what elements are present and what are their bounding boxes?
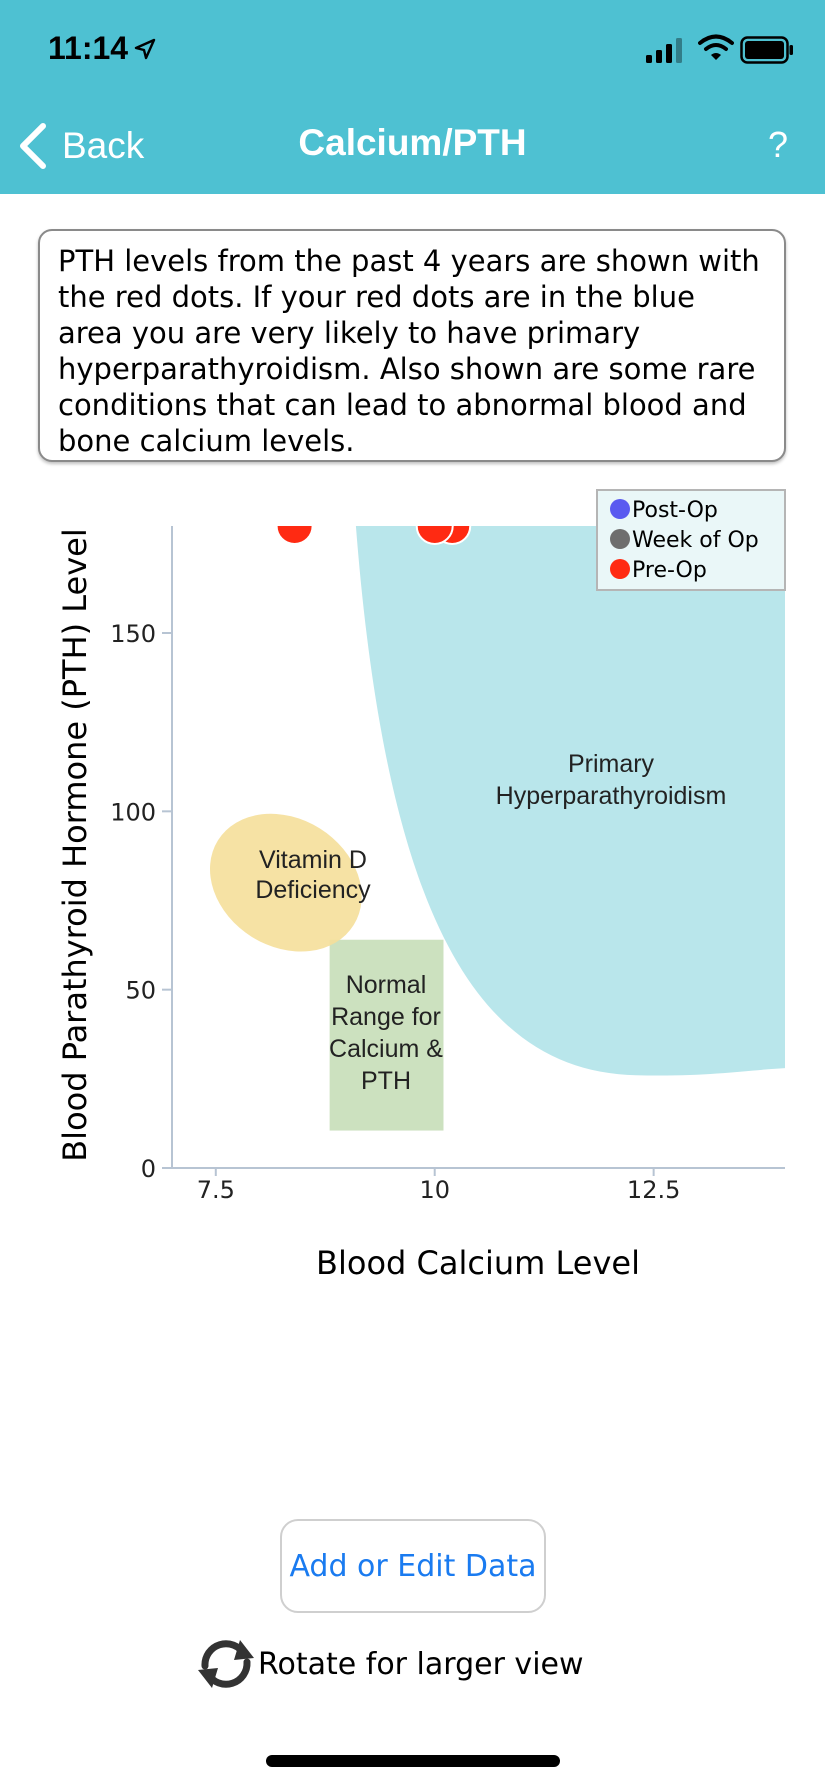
primary-hyperparathyroidism-label: Primary Hyperparathyroidism — [496, 750, 727, 810]
navigation-bar: 11:14 Back Calcium/PTH ? — [0, 0, 825, 194]
legend-label: Pre-Op — [632, 558, 707, 583]
x-axis-title: Blood Calcium Level — [316, 1244, 640, 1282]
pre-op-point[interactable] — [415, 508, 454, 545]
chart-svg: 0 50 100 150 7.5 10 12.5 Primary Hyperparathyroi… — [56, 489, 786, 1282]
back-label: Back — [62, 125, 145, 166]
wifi-icon — [698, 34, 734, 60]
x-tick-label: 12.5 — [627, 1176, 680, 1204]
back-button[interactable]: Back — [18, 120, 144, 172]
normal-range-region — [329, 939, 444, 1131]
y-tick-label: 150 — [110, 620, 156, 648]
legend-label: Week of Op — [632, 528, 759, 553]
legend-swatch — [610, 499, 630, 519]
battery-icon — [740, 36, 793, 64]
rotate-hint: Rotate for larger view — [196, 1636, 584, 1692]
data-points — [275, 508, 472, 545]
legend-label: Post-Op — [632, 498, 718, 523]
status-time: 11:14 — [48, 30, 129, 66]
x-tick-label: 7.5 — [197, 1176, 235, 1204]
help-button[interactable]: ? — [768, 124, 789, 165]
rotate-icon — [198, 1640, 254, 1688]
normal-range-label: Normal Range for Calcium & PTH — [329, 971, 443, 1095]
y-tick-label: 50 — [125, 977, 156, 1005]
cellular-signal-icon — [646, 38, 682, 63]
pre-op-point[interactable] — [275, 508, 314, 545]
add-edit-data-button[interactable]: Add or Edit Data — [280, 1519, 546, 1613]
x-tick-label: 10 — [419, 1176, 450, 1204]
location-arrow-icon — [134, 38, 156, 60]
y-tick-label: 100 — [110, 798, 156, 826]
info-description: PTH levels from the past 4 years are sho… — [38, 229, 786, 462]
calcium-pth-chart: 0 50 100 150 7.5 10 12.5 Primary Hyperparathyroi… — [0, 480, 825, 1300]
y-axis-title: Blood Parathyroid Hormone (PTH) Level — [56, 528, 94, 1162]
chevron-left-icon — [20, 123, 46, 169]
y-tick-label: 0 — [141, 1155, 156, 1183]
vitamin-d-deficiency-label: Vitamin D Deficiency — [255, 846, 371, 904]
home-indicator — [266, 1755, 560, 1767]
vitamin-d-deficiency-region — [209, 813, 362, 952]
primary-hyperparathyroidism-region — [355, 526, 785, 1076]
rotate-hint-label: Rotate for larger view — [258, 1646, 584, 1682]
legend-swatch — [610, 559, 630, 579]
legend-swatch — [610, 529, 630, 549]
